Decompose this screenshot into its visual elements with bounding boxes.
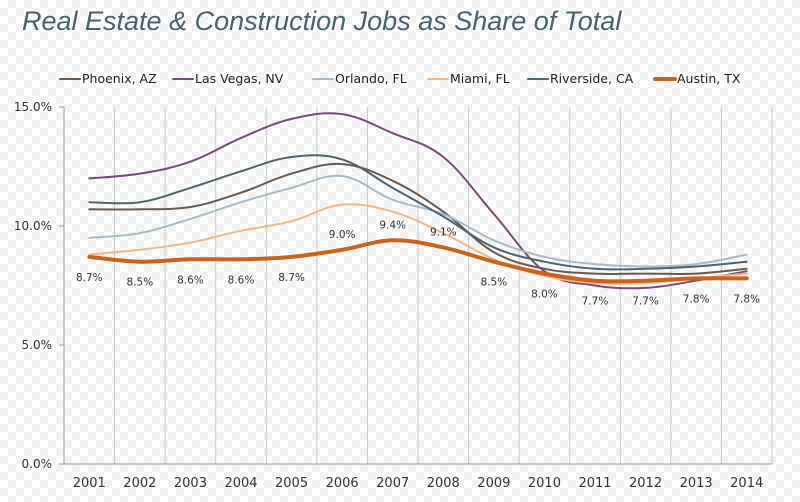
data-label: 8.5% (127, 277, 154, 289)
legend: Phoenix, AZ Las Vegas, NV Orlando, FL Miami… (59, 71, 741, 86)
series-line-austin-tx (87, 238, 749, 284)
x-tick-label: 2008 (427, 476, 460, 491)
series-line-las-vegas-nv (88, 112, 748, 290)
data-label: 8.0% (531, 289, 558, 301)
y-tick-label: 15.0% (14, 100, 52, 114)
series-line-phoenix-az (88, 162, 748, 275)
series-line-riverside-ca (88, 154, 748, 271)
y-tick-label: 5.0% (22, 338, 53, 352)
data-label: 7.8% (683, 293, 710, 305)
data-labels: 8.7% 8.5% 8.6% 8.6% 8.7% 9.0% 9.4% 9.1% 8.5% 8.0%… (76, 219, 760, 307)
x-tick-label: 2014 (730, 476, 763, 491)
x-tick-label: 2012 (629, 476, 662, 491)
series-line-orlando-fl (88, 174, 748, 268)
x-tick-label: 2013 (680, 476, 713, 491)
x-tick-label: 2001 (73, 476, 106, 491)
x-tick-label: 2010 (528, 476, 561, 491)
data-label: 8.6% (177, 274, 204, 286)
data-label: 9.0% (329, 229, 356, 241)
legend-label: Riverside, CA (550, 71, 634, 86)
data-label: 9.1% (430, 226, 457, 238)
x-tick-label: 2007 (376, 476, 409, 491)
series-line-miami-fl (88, 203, 748, 285)
legend-label: Las Vegas, NV (195, 71, 284, 86)
data-label: 8.6% (228, 274, 255, 286)
grid (63, 107, 773, 464)
y-tick-label: 10.0% (14, 219, 52, 233)
data-label: 8.7% (278, 272, 305, 284)
legend-label: Miami, FL (450, 71, 510, 86)
legend-label: Austin, TX (677, 71, 741, 86)
data-label: 9.4% (379, 219, 406, 231)
x-tick-label: 2002 (123, 476, 156, 491)
x-tick-label: 2009 (477, 476, 510, 491)
x-tick-label: 2011 (578, 476, 611, 491)
data-label: 7.7% (582, 296, 609, 308)
data-label: 7.7% (632, 296, 659, 308)
x-tick-label: 2003 (174, 476, 207, 491)
axes: 0.0% 5.0% 10.0% 15.0% 2001 2002 2003 2004 2005 20… (14, 100, 772, 491)
legend-label: Orlando, FL (335, 71, 407, 86)
chart-title: Real Estate & Construction Jobs as Share… (22, 6, 622, 36)
x-tick-label: 2005 (275, 476, 308, 491)
data-label: 8.7% (76, 272, 103, 284)
x-tick-label: 2004 (224, 476, 257, 491)
legend-label: Phoenix, AZ (82, 71, 157, 86)
data-label: 7.8% (733, 293, 760, 305)
series-group (87, 112, 749, 290)
y-tick-label: 0.0% (22, 457, 53, 471)
data-label: 8.5% (481, 277, 508, 289)
x-tick-label: 2006 (326, 476, 359, 491)
